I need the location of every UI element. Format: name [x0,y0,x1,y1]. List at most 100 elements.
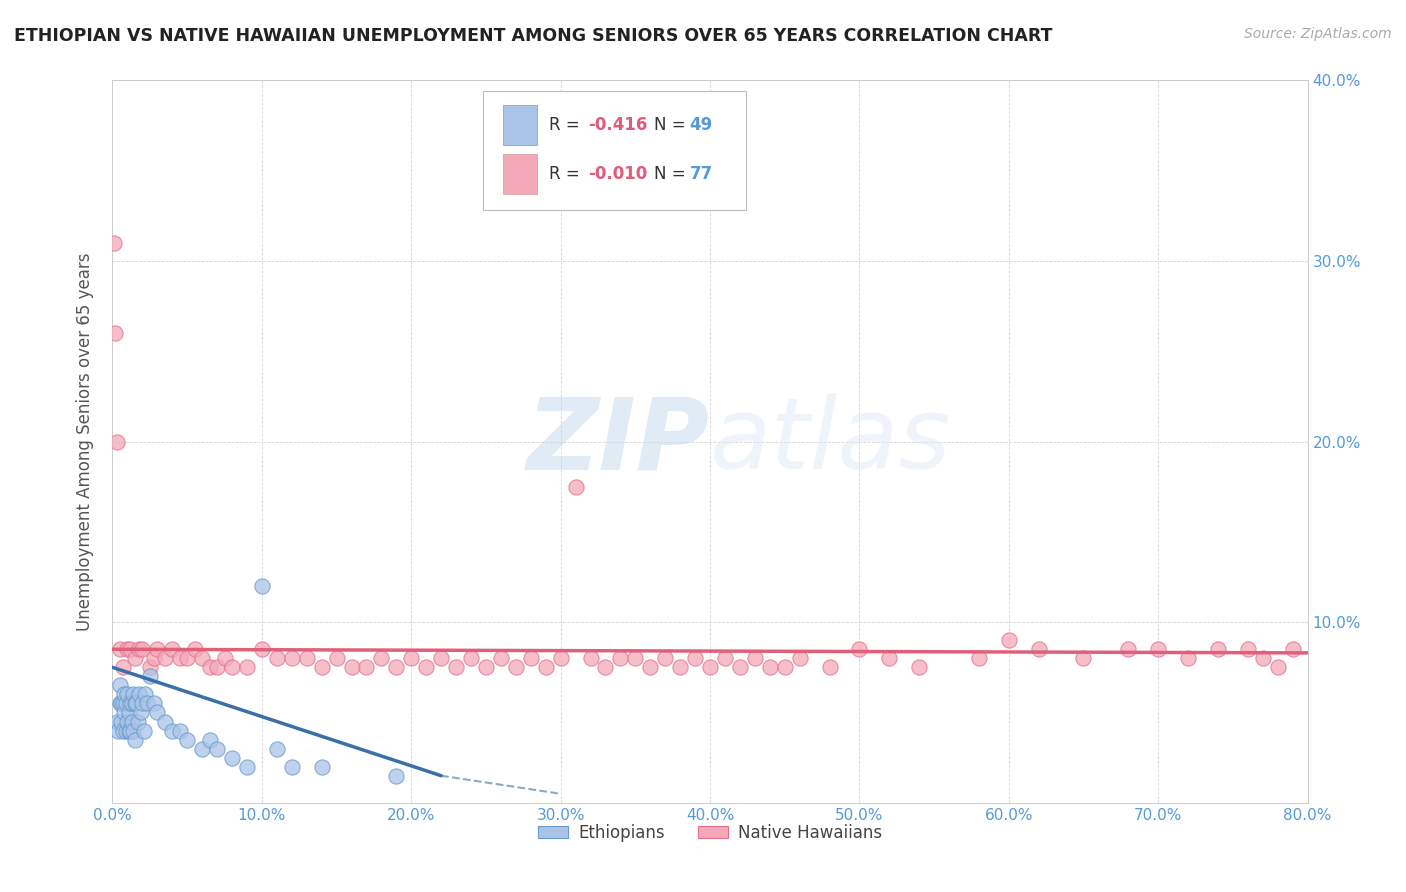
Point [205,741,228,756]
Point [654,651,676,665]
Point [191,741,214,756]
Point [117,714,139,729]
Point [311,760,333,774]
Text: atlas: atlas [710,393,952,490]
Point [110,697,132,711]
Point [125,697,148,711]
Point [107,723,129,738]
Point [108,678,131,692]
Point [162,642,183,657]
Point [111,723,134,738]
Text: N =: N = [654,165,690,183]
Point [325,651,347,665]
Point [385,769,408,783]
Point [1267,660,1289,674]
Point [143,651,166,665]
Point [139,660,162,674]
Point [356,660,378,674]
Text: -0.010: -0.010 [588,165,647,183]
Point [1237,642,1260,657]
Point [153,714,176,729]
Point [111,660,134,674]
Point [281,651,304,665]
Point [460,651,482,665]
Point [579,651,602,665]
Point [998,633,1021,648]
Point [118,706,141,720]
Point [104,326,127,340]
Bar [503,105,537,145]
Point [609,651,631,665]
Point [415,660,437,674]
Point [550,651,572,665]
Point [744,651,766,665]
Point [1118,642,1140,657]
Point [669,660,692,674]
Point [114,706,135,720]
Point [699,660,721,674]
Point [214,651,236,665]
Point [108,697,131,711]
Text: N =: N = [654,116,690,134]
Point [1073,651,1095,665]
Point [162,723,183,738]
Point [250,642,273,657]
Point [143,697,166,711]
Point [967,651,990,665]
Point [221,750,243,764]
Point [564,480,586,494]
Point [120,697,142,711]
Point [139,669,162,683]
Point [128,642,150,657]
Point [131,697,153,711]
Point [295,651,318,665]
Point [129,706,152,720]
Point [236,660,259,674]
Point [108,642,131,657]
Point [236,760,259,774]
Point [221,660,243,674]
Point [908,660,931,674]
Text: 77: 77 [690,165,713,183]
Point [120,642,142,657]
Point [122,687,145,701]
Point [1147,642,1170,657]
Point [103,235,125,250]
Bar [503,154,537,194]
Point [1028,642,1050,657]
Point [134,687,156,701]
Point [475,660,498,674]
Point [281,760,304,774]
Point [131,642,153,657]
Point [266,741,288,756]
Point [105,434,128,449]
Point [111,697,134,711]
Point [183,642,205,657]
Point [146,642,169,657]
Point [122,723,145,738]
Text: Source: ZipAtlas.com: Source: ZipAtlas.com [1244,27,1392,41]
Point [728,660,751,674]
Point [114,687,135,701]
Point [311,660,333,674]
Point [117,687,139,701]
Point [205,660,228,674]
Point [385,660,408,674]
Point [714,651,737,665]
Point [430,651,453,665]
Point [128,687,150,701]
Point [127,714,149,729]
Point [340,660,363,674]
Point [266,651,288,665]
Point [198,660,221,674]
Point [683,651,706,665]
Point [198,732,221,747]
Point [879,651,901,665]
Point [250,579,273,593]
Point [595,660,617,674]
Point [520,651,543,665]
Text: R =: R = [548,165,585,183]
Point [1206,642,1229,657]
Point [120,723,142,738]
Point [176,651,198,665]
